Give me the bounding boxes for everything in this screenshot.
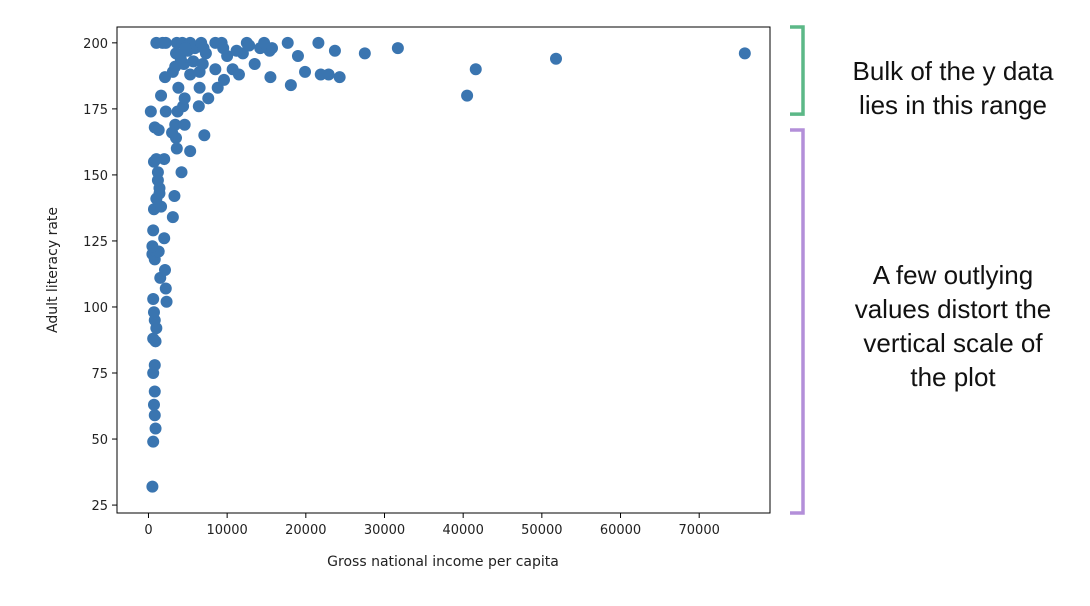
scatter-point bbox=[281, 36, 294, 49]
y-tick-label: 75 bbox=[91, 367, 108, 382]
scatter-point bbox=[322, 68, 335, 81]
scatter-point bbox=[284, 79, 297, 92]
scatter-point bbox=[333, 71, 346, 84]
scatter-point bbox=[391, 42, 404, 55]
scatter-point bbox=[147, 306, 160, 319]
scatter-point bbox=[184, 145, 197, 158]
scatter-point bbox=[159, 36, 172, 49]
scatter-point bbox=[192, 100, 205, 113]
y-tick-label: 175 bbox=[83, 103, 108, 118]
scatter-point bbox=[202, 92, 215, 105]
y-axis-ticks: 25 50 75 100 125 150 175 200 bbox=[83, 37, 117, 514]
scatter-points bbox=[144, 36, 751, 493]
scatter-point bbox=[166, 211, 179, 224]
scatter-point bbox=[158, 153, 171, 166]
annotation-top-line: lies in this range bbox=[859, 90, 1047, 120]
x-tick-label: 60000 bbox=[600, 523, 641, 538]
x-tick-label: 30000 bbox=[364, 523, 405, 538]
scatter-point bbox=[243, 39, 256, 52]
annotation-top-line: Bulk of the y data bbox=[852, 56, 1054, 86]
scatter-point bbox=[469, 63, 482, 76]
scatter-point bbox=[358, 47, 371, 60]
scatter-point bbox=[160, 295, 173, 308]
scatter-point bbox=[312, 36, 325, 49]
scatter-point bbox=[170, 142, 183, 155]
annotation-bottom-line: the plot bbox=[910, 362, 996, 392]
scatter-point bbox=[147, 293, 160, 306]
scatter-point bbox=[146, 240, 159, 253]
scatter-point bbox=[146, 480, 159, 493]
scatter-point bbox=[217, 42, 230, 55]
range-bracket-bottom bbox=[790, 128, 805, 515]
scatter-point bbox=[291, 50, 304, 63]
scatter-point bbox=[147, 435, 160, 448]
y-axis-label: Adult literacy rate bbox=[45, 207, 61, 333]
scatter-point bbox=[152, 124, 165, 137]
scatter-point bbox=[148, 385, 161, 398]
annotation-bottom-line: A few outlying bbox=[872, 260, 1034, 290]
y-tick-label: 150 bbox=[83, 169, 108, 184]
scatter-point bbox=[175, 166, 188, 179]
scatter-point bbox=[147, 398, 160, 411]
scatter-point bbox=[232, 68, 245, 81]
scatter-point bbox=[149, 335, 162, 348]
scatter-point bbox=[172, 81, 185, 94]
x-axis-ticks: 0 10000 20000 30000 40000 50000 60000 70000 bbox=[144, 513, 720, 538]
scatter-point bbox=[178, 118, 191, 131]
scatter-point bbox=[155, 89, 168, 102]
scatter-point bbox=[328, 44, 341, 57]
scatter-point bbox=[738, 47, 751, 60]
scatter-point bbox=[184, 68, 197, 81]
scatter-point bbox=[217, 73, 230, 86]
scatter-point bbox=[258, 36, 271, 49]
annotation-bottom: A few outlying values distort the vertic… bbox=[822, 258, 1084, 394]
scatter-point bbox=[151, 166, 164, 179]
x-tick-label: 50000 bbox=[521, 523, 562, 538]
scatter-point bbox=[144, 105, 157, 118]
scatter-point bbox=[178, 92, 191, 105]
annotation-bottom-line: vertical scale of bbox=[863, 328, 1043, 358]
scatter-point bbox=[299, 65, 312, 78]
scatter-point bbox=[148, 409, 161, 422]
scatter-point bbox=[461, 89, 474, 102]
scatter-point bbox=[169, 118, 182, 131]
scatter-point bbox=[158, 264, 171, 276]
range-bracket-top bbox=[790, 25, 805, 116]
scatter-point bbox=[149, 422, 162, 435]
scatter-point bbox=[147, 224, 160, 237]
y-tick-label: 100 bbox=[83, 301, 108, 316]
y-tick-label: 25 bbox=[91, 499, 108, 514]
x-tick-label: 70000 bbox=[679, 523, 720, 538]
scatter-point bbox=[264, 71, 277, 84]
scatter-point bbox=[159, 105, 172, 118]
x-tick-label: 10000 bbox=[206, 523, 247, 538]
scatter-point bbox=[193, 81, 206, 94]
scatter-point bbox=[248, 57, 261, 70]
scatter-point bbox=[197, 42, 210, 55]
x-tick-label: 20000 bbox=[285, 523, 326, 538]
scatter-point bbox=[158, 232, 171, 245]
y-tick-label: 125 bbox=[83, 235, 108, 250]
scatter-point bbox=[209, 63, 222, 76]
scatter-point bbox=[230, 44, 243, 57]
annotation-top: Bulk of the y data lies in this range bbox=[822, 54, 1084, 122]
scatter-point bbox=[550, 52, 563, 65]
plot-area-frame bbox=[116, 26, 771, 514]
scatter-point bbox=[147, 367, 160, 380]
x-axis-label: Gross national income per capita bbox=[327, 554, 559, 570]
y-tick-label: 200 bbox=[83, 37, 108, 52]
x-tick-label: 0 bbox=[144, 523, 152, 538]
scatter-point bbox=[196, 57, 209, 70]
scatter-point bbox=[168, 190, 181, 203]
x-tick-label: 40000 bbox=[442, 523, 483, 538]
scatter-point bbox=[179, 42, 192, 55]
scatter-point bbox=[198, 129, 211, 142]
scatter-point bbox=[187, 55, 200, 68]
scatter-point bbox=[170, 47, 183, 60]
y-tick-label: 50 bbox=[91, 433, 108, 448]
annotation-bottom-line: values distort the bbox=[854, 294, 1052, 324]
scatter-point bbox=[159, 282, 172, 295]
